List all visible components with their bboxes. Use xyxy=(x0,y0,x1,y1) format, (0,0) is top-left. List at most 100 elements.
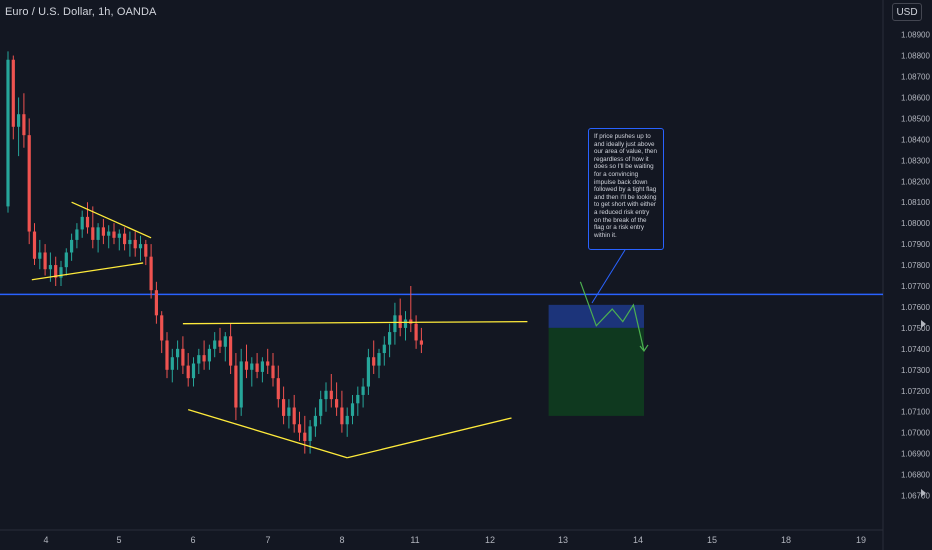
candle-body xyxy=(43,252,47,270)
candle-body xyxy=(112,231,116,238)
y-tick-label: 1.06700 xyxy=(901,492,930,501)
candle-body xyxy=(409,319,413,324)
candle-body xyxy=(276,378,280,400)
candle-body xyxy=(366,357,370,387)
candle-body xyxy=(388,332,392,345)
candle-body xyxy=(107,231,111,236)
candle-body xyxy=(149,256,153,291)
x-tick-label: 7 xyxy=(265,535,270,545)
currency-button[interactable]: USD xyxy=(892,3,922,21)
candle-body xyxy=(186,365,190,379)
candle-body xyxy=(17,114,21,127)
x-tick-label: 6 xyxy=(190,535,195,545)
y-tick-label: 1.07300 xyxy=(901,366,930,375)
x-tick-label: 8 xyxy=(339,535,344,545)
candle-body xyxy=(48,265,52,270)
y-tick-label: 1.08400 xyxy=(901,135,930,144)
candle-body xyxy=(191,363,196,379)
candle-body xyxy=(101,227,105,236)
symbol-title: Euro / U.S. Dollar, 1h, OANDA xyxy=(5,6,157,18)
y-tick-label: 1.08200 xyxy=(901,177,930,186)
y-tick-label: 1.08300 xyxy=(901,156,930,165)
candle-body xyxy=(287,407,291,416)
candles xyxy=(6,51,423,454)
y-tick-label: 1.07200 xyxy=(901,387,930,396)
candle-body xyxy=(398,315,402,328)
x-tick-label: 5 xyxy=(116,535,121,545)
candle-body xyxy=(154,290,158,316)
candle-body xyxy=(244,361,249,370)
y-tick-label: 1.06900 xyxy=(901,450,930,459)
price-axis[interactable]: 1.08900 1.08800 1.08700 1.08600 1.08500 1.084… xyxy=(901,31,930,501)
y-tick-label: 1.07500 xyxy=(901,324,930,333)
callout-note[interactable]: If price pushes up to and ideally just a… xyxy=(588,128,664,250)
candle-body xyxy=(11,59,15,127)
x-tick-label: 14 xyxy=(633,535,643,545)
trendlines[interactable] xyxy=(31,201,528,459)
candle-body xyxy=(85,216,90,228)
projection-arrowhead xyxy=(639,344,649,352)
y-tick-label: 1.07000 xyxy=(901,429,930,438)
candle-body xyxy=(414,323,418,341)
candle-body xyxy=(297,424,302,433)
candle-body xyxy=(75,229,79,240)
lower-flag-line xyxy=(31,262,144,281)
x-tick-label: 19 xyxy=(856,535,866,545)
candle-body xyxy=(38,252,42,259)
candle-body xyxy=(70,239,74,253)
take-profit-zone xyxy=(548,327,644,416)
candle-body xyxy=(403,319,408,328)
time-axis[interactable]: 4 5 6 7 8 11 12 13 14 15 18 19 xyxy=(43,535,866,545)
candle-body xyxy=(128,239,132,245)
candle-body xyxy=(282,399,286,416)
candle-body xyxy=(123,233,127,245)
candle-body xyxy=(329,390,333,400)
candle-body xyxy=(117,233,121,238)
lower-range-line xyxy=(188,408,348,459)
candle-body xyxy=(234,365,238,408)
candle-body xyxy=(313,415,317,427)
candle-body xyxy=(324,390,328,400)
x-tick-label: 4 xyxy=(43,535,48,545)
y-tick-label: 1.07800 xyxy=(901,261,930,270)
candle-body xyxy=(59,267,63,278)
candle-body xyxy=(419,340,423,345)
candle-body xyxy=(260,361,264,372)
upper-range-line xyxy=(182,320,528,325)
candle-body xyxy=(335,399,339,408)
x-tick-label: 18 xyxy=(781,535,791,545)
rising-support-line xyxy=(347,417,512,459)
candle-body xyxy=(170,357,174,370)
candle-body xyxy=(22,114,26,136)
y-tick-label: 1.08800 xyxy=(901,52,930,61)
candle-body xyxy=(32,231,37,259)
candle-body xyxy=(292,407,296,425)
candle-body xyxy=(372,357,376,366)
candle-body xyxy=(197,355,201,364)
y-tick-label: 1.07600 xyxy=(901,303,930,312)
candle-body xyxy=(239,361,243,408)
candle-body xyxy=(181,348,185,366)
arrow-right-icon[interactable] xyxy=(921,489,926,497)
y-tick-label: 1.08100 xyxy=(901,198,930,207)
candle-body xyxy=(340,407,344,425)
stop-loss-zone xyxy=(548,304,644,328)
candle-body xyxy=(165,340,169,370)
candle-body xyxy=(213,340,217,349)
y-tick-label: 1.08500 xyxy=(901,114,930,123)
projection-path[interactable] xyxy=(579,281,649,352)
candle-body xyxy=(27,135,31,232)
candle-body xyxy=(361,386,365,395)
y-tick-label: 1.06800 xyxy=(901,471,930,480)
candle-body xyxy=(144,244,148,257)
candle-body xyxy=(54,265,58,278)
candle-body xyxy=(6,59,10,207)
callout-pointer xyxy=(591,249,626,304)
candle-body xyxy=(377,353,381,366)
arrow-right-icon[interactable] xyxy=(921,320,926,328)
candle-body xyxy=(64,252,68,268)
position-zones[interactable] xyxy=(548,304,644,416)
y-tick-label: 1.08900 xyxy=(901,31,930,40)
candle-body xyxy=(356,394,360,404)
